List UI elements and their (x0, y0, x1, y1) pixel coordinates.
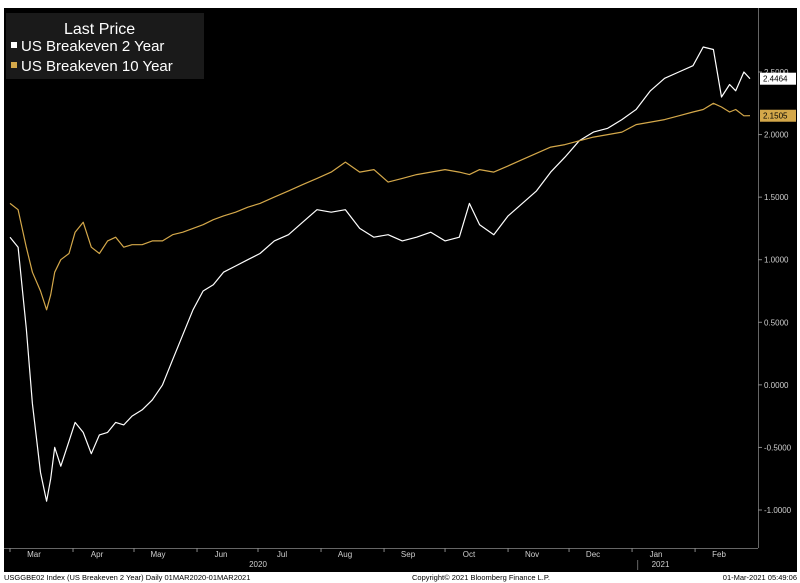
axis-panel-right (758, 8, 797, 548)
y-tick-label: -0.5000 (764, 443, 792, 452)
series-line-10y (9, 102, 751, 311)
x-tick-label: Dec (586, 550, 600, 559)
x-tick-label: Jan (650, 550, 663, 559)
last-value-box (760, 72, 796, 85)
x-tick-label: Nov (525, 550, 539, 559)
last-value-label: 2.1505 (763, 112, 788, 121)
footer-left: USGGBE02 Index (US Breakeven 2 Year) Dai… (4, 573, 250, 582)
x-tick-label: Mar (27, 550, 41, 559)
x-tick-label: Jun (215, 550, 228, 559)
x-tick-label: Aug (338, 550, 352, 559)
x-tick-label: Feb (712, 550, 726, 559)
legend-swatch-2y (11, 42, 17, 48)
x-tick-label: May (150, 550, 165, 559)
last-value-labels: 2.4464 2.1505 (760, 72, 796, 122)
legend-box (6, 13, 204, 79)
x-year-label: 2021 (652, 560, 670, 569)
y-tick-label: 1.0000 (764, 256, 789, 265)
y-tick-label: 2.5000 (764, 68, 789, 77)
last-value-box (760, 109, 796, 122)
x-tick-label: Sep (401, 550, 416, 559)
y-tick-label: 0.5000 (764, 318, 789, 327)
x-axis: Mar Apr May Jun Jul Aug Sep Oct Nov Dec Jan Feb 2020… (9, 548, 727, 570)
footer-right: 01-Mar-2021 05:49:06 (723, 573, 797, 582)
y-tick-label: 2.0000 (764, 131, 789, 140)
plot-background (4, 8, 758, 548)
axis-panel-bottom (4, 548, 797, 572)
last-value-label: 2.4464 (763, 75, 788, 84)
x-year-label: 2020 (249, 560, 267, 569)
legend-swatch-10y (11, 62, 17, 68)
legend-label-2y: US Breakeven 2 Year (21, 38, 164, 55)
legend-title: Last Price (64, 21, 135, 38)
x-tick-label: Jul (277, 550, 287, 559)
legend: Last Price US Breakeven 2 Year US Breake… (6, 13, 204, 79)
footer-strip (0, 572, 800, 583)
footer-center: Copyright© 2021 Bloomberg Finance L.P. (412, 573, 550, 582)
y-axis: -1.0000 -0.5000 0.0000 0.5000 1.0000 1.5000 2.… (758, 68, 792, 515)
series-line-2y (9, 46, 751, 502)
y-tick-label: 1.5000 (764, 193, 789, 202)
y-tick-label: 0.0000 (764, 381, 789, 390)
x-tick-label: Apr (91, 550, 104, 559)
series-layer (9, 46, 751, 502)
x-tick-label: Oct (463, 550, 476, 559)
y-tick-label: -1.0000 (764, 506, 792, 515)
legend-label-10y: US Breakeven 10 Year (21, 58, 173, 75)
